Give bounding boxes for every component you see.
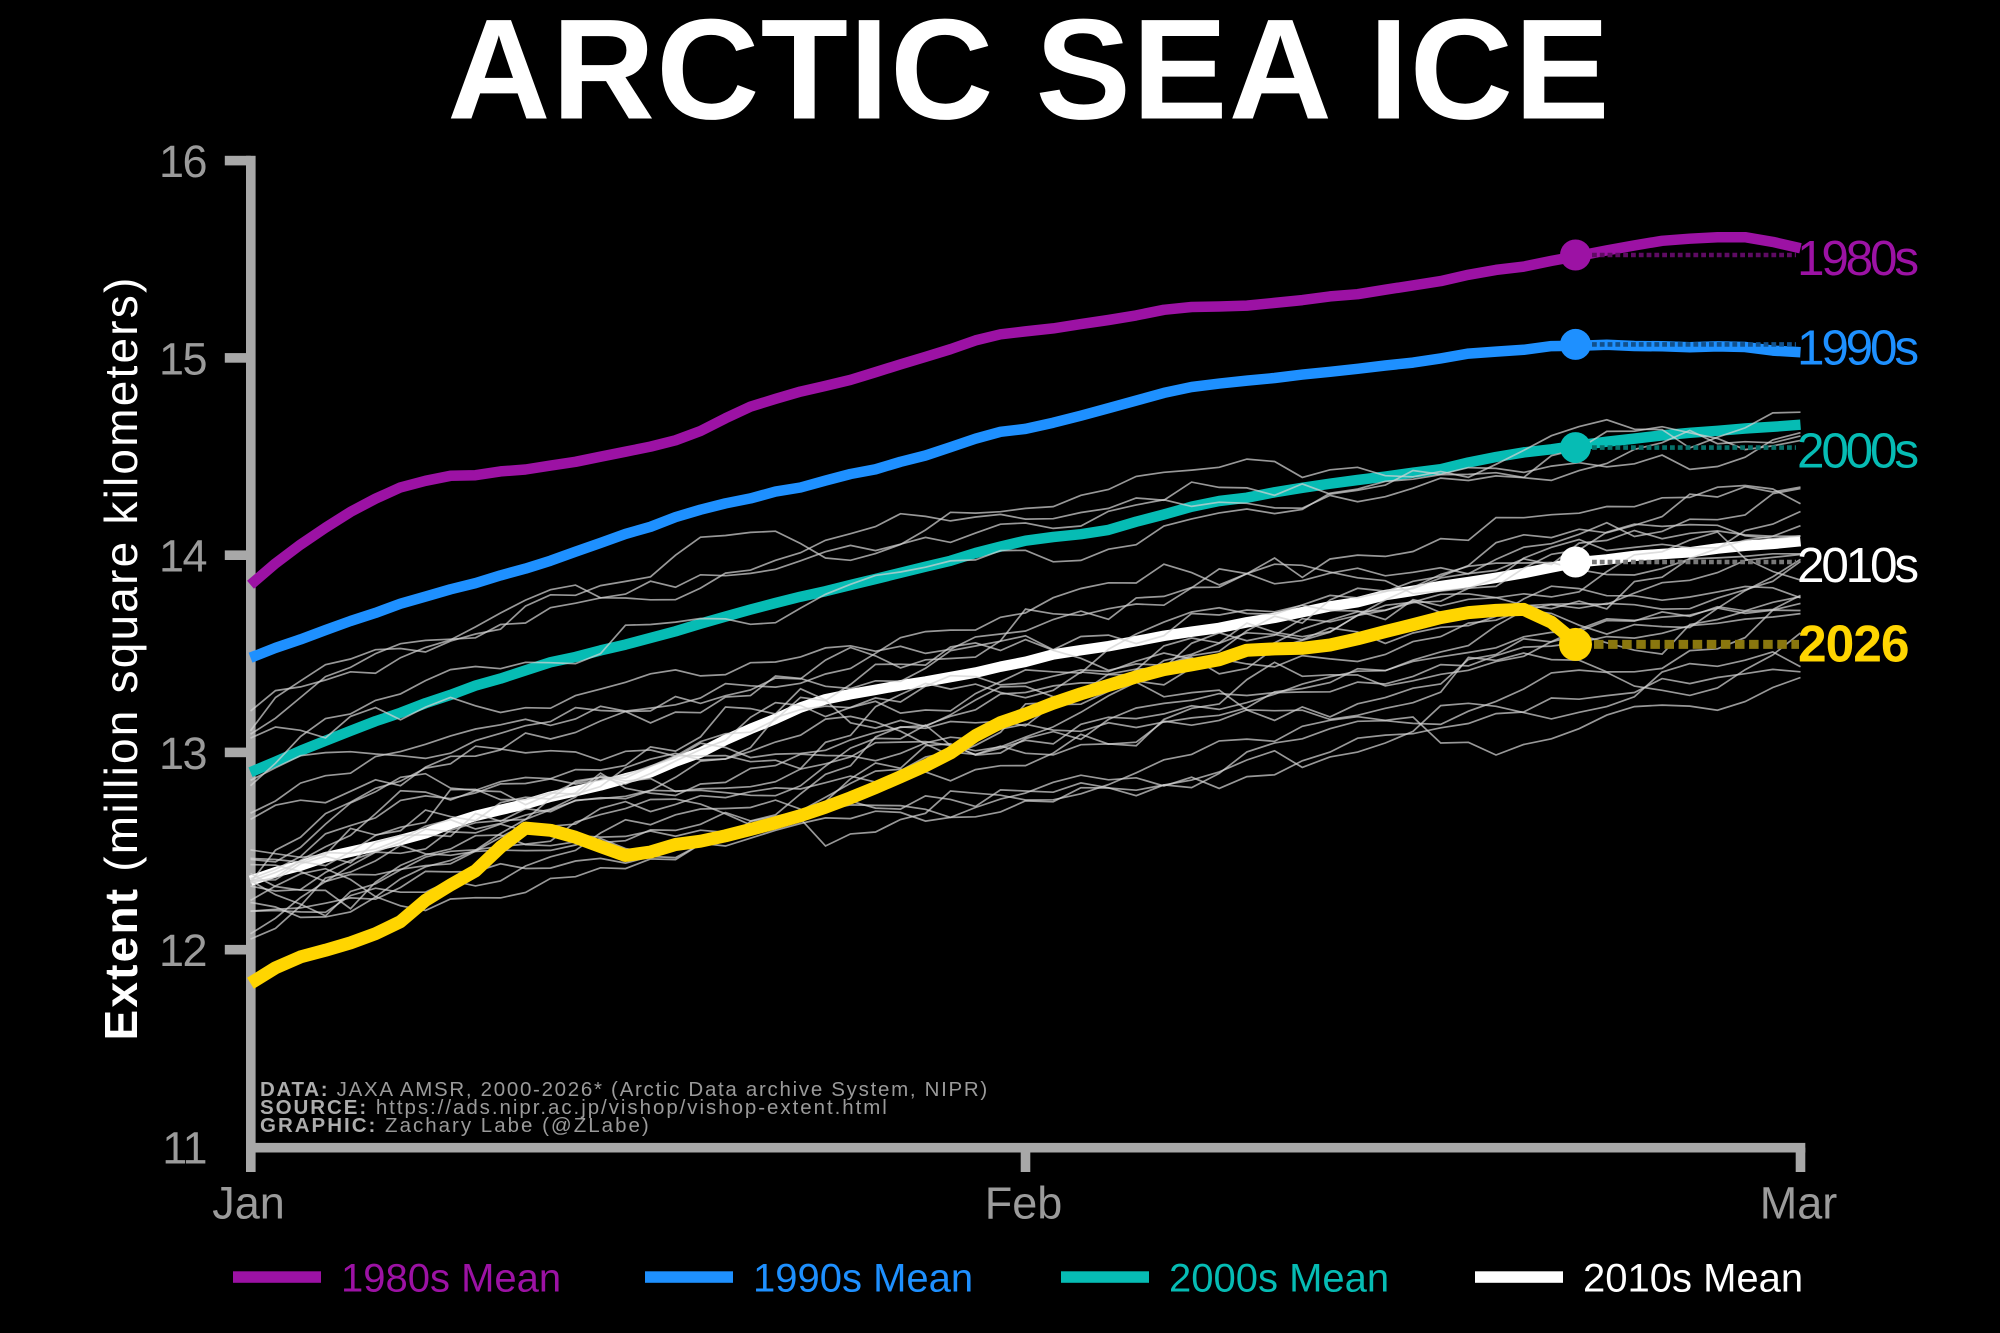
svg-text:ARCTIC SEA ICE: ARCTIC SEA ICE <box>447 0 1611 150</box>
svg-text:2000s Mean: 2000s Mean <box>1169 1256 1389 1300</box>
svg-text:1980s Mean: 1980s Mean <box>341 1256 561 1300</box>
svg-text:Jan: Jan <box>212 1178 285 1229</box>
svg-text:2010s Mean: 2010s Mean <box>1583 1256 1803 1300</box>
svg-text:1990s: 1990s <box>1797 320 1917 375</box>
svg-text:1980s: 1980s <box>1797 231 1917 286</box>
svg-text:Extent (million square kilomet: Extent (million square kilometers) <box>95 276 147 1041</box>
svg-text:2000s: 2000s <box>1797 424 1917 479</box>
svg-text:14: 14 <box>159 531 207 582</box>
svg-text:2010s: 2010s <box>1797 538 1917 593</box>
svg-text:SOURCE: https://ads.nipr.ac.jp: SOURCE: https://ads.nipr.ac.jp/vishop/vi… <box>260 1096 889 1119</box>
svg-text:1990s Mean: 1990s Mean <box>753 1256 973 1300</box>
svg-text:15: 15 <box>159 333 207 384</box>
svg-text:DATA: JAXA AMSR, 2000-2026* (A: DATA: JAXA AMSR, 2000-2026* (Arctic Data… <box>260 1078 989 1101</box>
svg-text:GRAPHIC: Zachary Labe (@ZLabe): GRAPHIC: Zachary Labe (@ZLabe) <box>260 1114 651 1137</box>
svg-text:Feb: Feb <box>985 1178 1063 1229</box>
svg-text:13: 13 <box>159 728 207 779</box>
svg-text:12: 12 <box>159 925 206 976</box>
svg-text:2026: 2026 <box>1798 614 1909 672</box>
svg-text:Mar: Mar <box>1760 1178 1838 1229</box>
svg-text:11: 11 <box>162 1122 206 1173</box>
svg-text:16: 16 <box>159 136 207 187</box>
